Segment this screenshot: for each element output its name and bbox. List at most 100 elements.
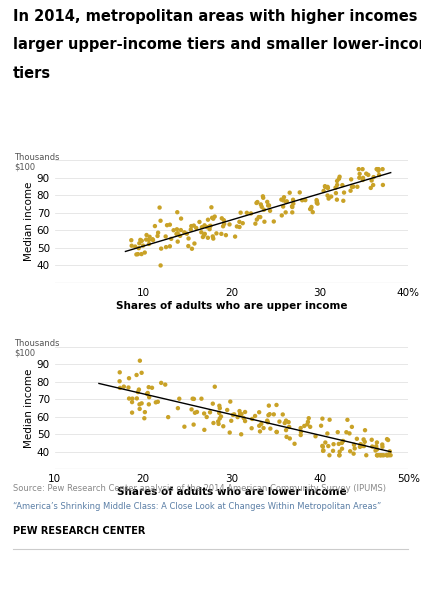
Point <box>297 430 304 440</box>
Point <box>343 428 350 437</box>
Point <box>176 394 183 403</box>
Point <box>361 437 368 447</box>
Point <box>185 241 192 251</box>
Point <box>215 419 222 429</box>
Point <box>248 208 254 218</box>
Point <box>126 394 133 403</box>
Point <box>209 399 216 409</box>
Point <box>209 213 216 223</box>
Point <box>181 422 188 431</box>
Point <box>264 418 271 427</box>
Point <box>138 249 145 259</box>
Point <box>156 203 163 212</box>
Point <box>261 205 267 214</box>
Point <box>354 434 360 444</box>
Point <box>354 182 361 191</box>
Point <box>170 226 177 235</box>
Point <box>373 165 380 174</box>
Point <box>330 440 337 449</box>
Point <box>273 427 280 437</box>
Point <box>302 195 309 205</box>
Point <box>373 438 380 447</box>
Point <box>385 450 392 460</box>
Point <box>350 182 357 191</box>
Point <box>138 368 145 378</box>
Point <box>191 394 197 404</box>
Point <box>257 212 264 222</box>
Point <box>320 186 327 195</box>
Point <box>218 229 225 239</box>
Point <box>237 208 244 217</box>
Point <box>333 195 340 204</box>
Point <box>326 450 333 460</box>
Point <box>384 450 390 460</box>
Point <box>135 249 141 259</box>
Point <box>211 382 218 391</box>
Point <box>152 222 158 231</box>
Point <box>141 248 148 257</box>
Point <box>162 232 169 241</box>
Point <box>309 207 316 217</box>
Point <box>384 450 390 460</box>
Point <box>157 261 164 270</box>
Point <box>210 418 217 428</box>
Point <box>385 435 392 445</box>
Point <box>175 403 181 413</box>
Point <box>320 446 326 456</box>
Point <box>149 383 155 393</box>
Point <box>128 235 135 245</box>
Point <box>218 214 225 223</box>
Point <box>347 186 354 195</box>
Point <box>213 229 220 238</box>
Point <box>117 383 123 393</box>
Point <box>194 407 200 417</box>
Point <box>125 383 132 392</box>
Point <box>145 383 152 392</box>
Point <box>368 176 375 185</box>
Point <box>149 235 156 245</box>
Point <box>141 407 148 417</box>
Y-axis label: Median income: Median income <box>24 368 34 448</box>
Point <box>206 225 213 234</box>
Point <box>363 169 370 178</box>
Point <box>283 197 290 207</box>
Point <box>386 447 393 456</box>
Point <box>137 235 144 245</box>
Point <box>380 180 386 189</box>
Point <box>248 424 255 433</box>
Point <box>270 217 277 226</box>
Point <box>190 420 197 429</box>
Point <box>290 199 297 208</box>
Point <box>301 421 308 431</box>
Point <box>234 412 241 422</box>
Point <box>136 385 142 394</box>
Point <box>281 192 288 202</box>
Point <box>201 409 208 418</box>
Point <box>210 214 217 223</box>
Point <box>205 215 211 225</box>
Point <box>314 199 321 208</box>
Point <box>216 401 223 410</box>
Point <box>340 196 346 206</box>
Point <box>198 228 205 237</box>
Point <box>334 176 341 186</box>
Point <box>173 225 180 234</box>
Point <box>307 204 314 214</box>
Point <box>133 394 140 403</box>
Point <box>286 434 293 443</box>
Point <box>351 444 358 453</box>
Point <box>357 441 364 450</box>
Point <box>338 438 345 448</box>
Point <box>178 225 184 235</box>
Point <box>157 216 164 226</box>
Point <box>216 408 223 418</box>
Point <box>135 387 141 397</box>
Point <box>286 188 293 197</box>
Point <box>146 235 152 245</box>
Point <box>281 418 288 428</box>
Point <box>211 212 218 222</box>
Point <box>162 380 169 389</box>
Point <box>266 201 272 210</box>
Point <box>256 421 263 431</box>
Point <box>379 450 386 460</box>
